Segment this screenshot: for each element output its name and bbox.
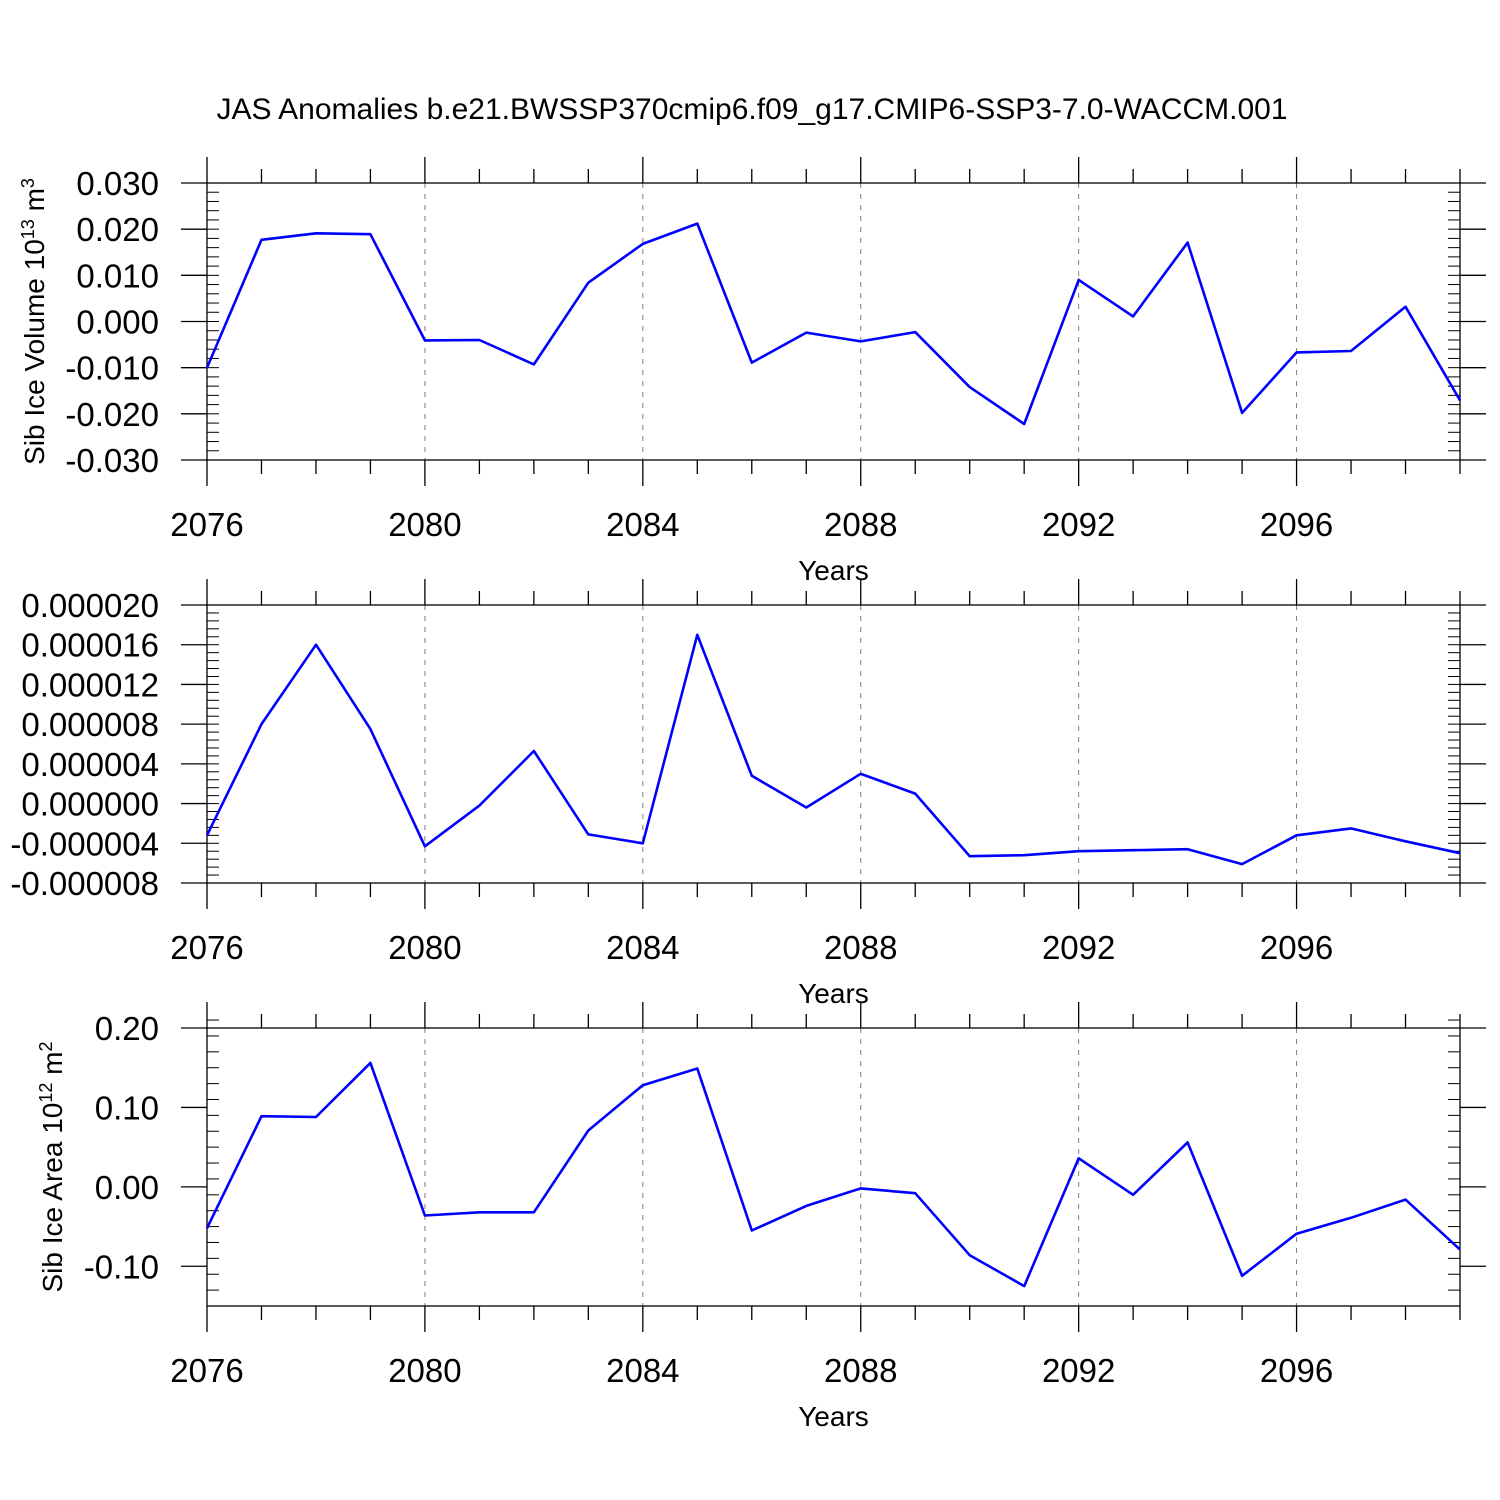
x-tick-label: 2096	[1260, 506, 1333, 543]
y-tick-label: 0.20	[95, 1010, 159, 1047]
x-axis-title: Years	[798, 978, 869, 1009]
y-tick-label: -0.10	[84, 1248, 159, 1285]
y-tick-label: 0.000020	[21, 587, 159, 624]
x-tick-label: 2092	[1042, 929, 1115, 966]
x-tick-label: 2076	[170, 1352, 243, 1389]
y-tick-label: 0.000008	[21, 706, 159, 743]
x-tick-label: 2088	[824, 1352, 897, 1389]
x-tick-label: 2076	[170, 929, 243, 966]
y-tick-label: 0.000012	[21, 666, 159, 703]
y-tick-label: 0.00	[95, 1169, 159, 1206]
y-tick-label: -0.000004	[10, 825, 159, 862]
figure-title: JAS Anomalies b.e21.BWSSP370cmip6.f09_g1…	[216, 93, 1287, 126]
plot-frame	[206, 182, 1461, 461]
y-tick-label: -0.020	[65, 396, 159, 433]
x-axis-title: Years	[798, 555, 869, 586]
y-tick-label: 0.030	[76, 165, 159, 202]
panel-3: 2076 2080 2084 2088 2092 2096 -0.10 0.00 0.10 0.2…	[36, 1002, 1486, 1432]
series-line	[205, 633, 1461, 866]
y-tick-label: 0.000000	[21, 786, 159, 823]
x-tick-label: 2080	[388, 1352, 461, 1389]
x-tick-label: 2084	[606, 506, 679, 543]
y-tick-label: 0.10	[95, 1089, 159, 1126]
x-tick-label: 2088	[824, 506, 897, 543]
x-tick-label: 2084	[606, 1352, 679, 1389]
x-tick-label: 2096	[1260, 1352, 1333, 1389]
y-tick-label: 0.000016	[21, 627, 159, 664]
x-tick-label: 2096	[1260, 929, 1333, 966]
y-tick-label: -0.000008	[10, 865, 159, 902]
y-tick-label: -0.010	[65, 350, 159, 387]
y-tick-label: 0.000	[76, 304, 159, 341]
y-axis-title: Sib Ice Volume 1013 m3	[18, 178, 50, 465]
panel-2: 2076 2080 2084 2088 2092 2096 -0.000008-0.0000…	[10, 579, 1486, 1009]
plot-frame	[206, 604, 1461, 884]
panel-1: 2076 2080 2084 2088 2092 2096 -0.030 -0.020 -0.0…	[18, 157, 1486, 586]
y-tick-label: 0.010	[76, 257, 159, 294]
plot-frame	[206, 1027, 1461, 1307]
y-axis-title: Sib Ice Area 1012 m2	[36, 1041, 68, 1292]
series-line	[205, 222, 1462, 426]
y-tick-label: 0.000004	[21, 746, 159, 783]
x-tick-label: 2092	[1042, 1352, 1115, 1389]
x-tick-label: 2088	[824, 929, 897, 966]
x-tick-label: 2084	[606, 929, 679, 966]
series-line	[205, 1061, 1461, 1288]
x-tick-label: 2080	[388, 506, 461, 543]
x-tick-label: 2080	[388, 929, 461, 966]
x-tick-label: 2076	[170, 506, 243, 543]
x-tick-label: 2092	[1042, 506, 1115, 543]
y-tick-label: -0.030	[65, 442, 159, 479]
y-tick-label: 0.020	[76, 211, 159, 248]
x-axis-title: Years	[798, 1401, 869, 1432]
